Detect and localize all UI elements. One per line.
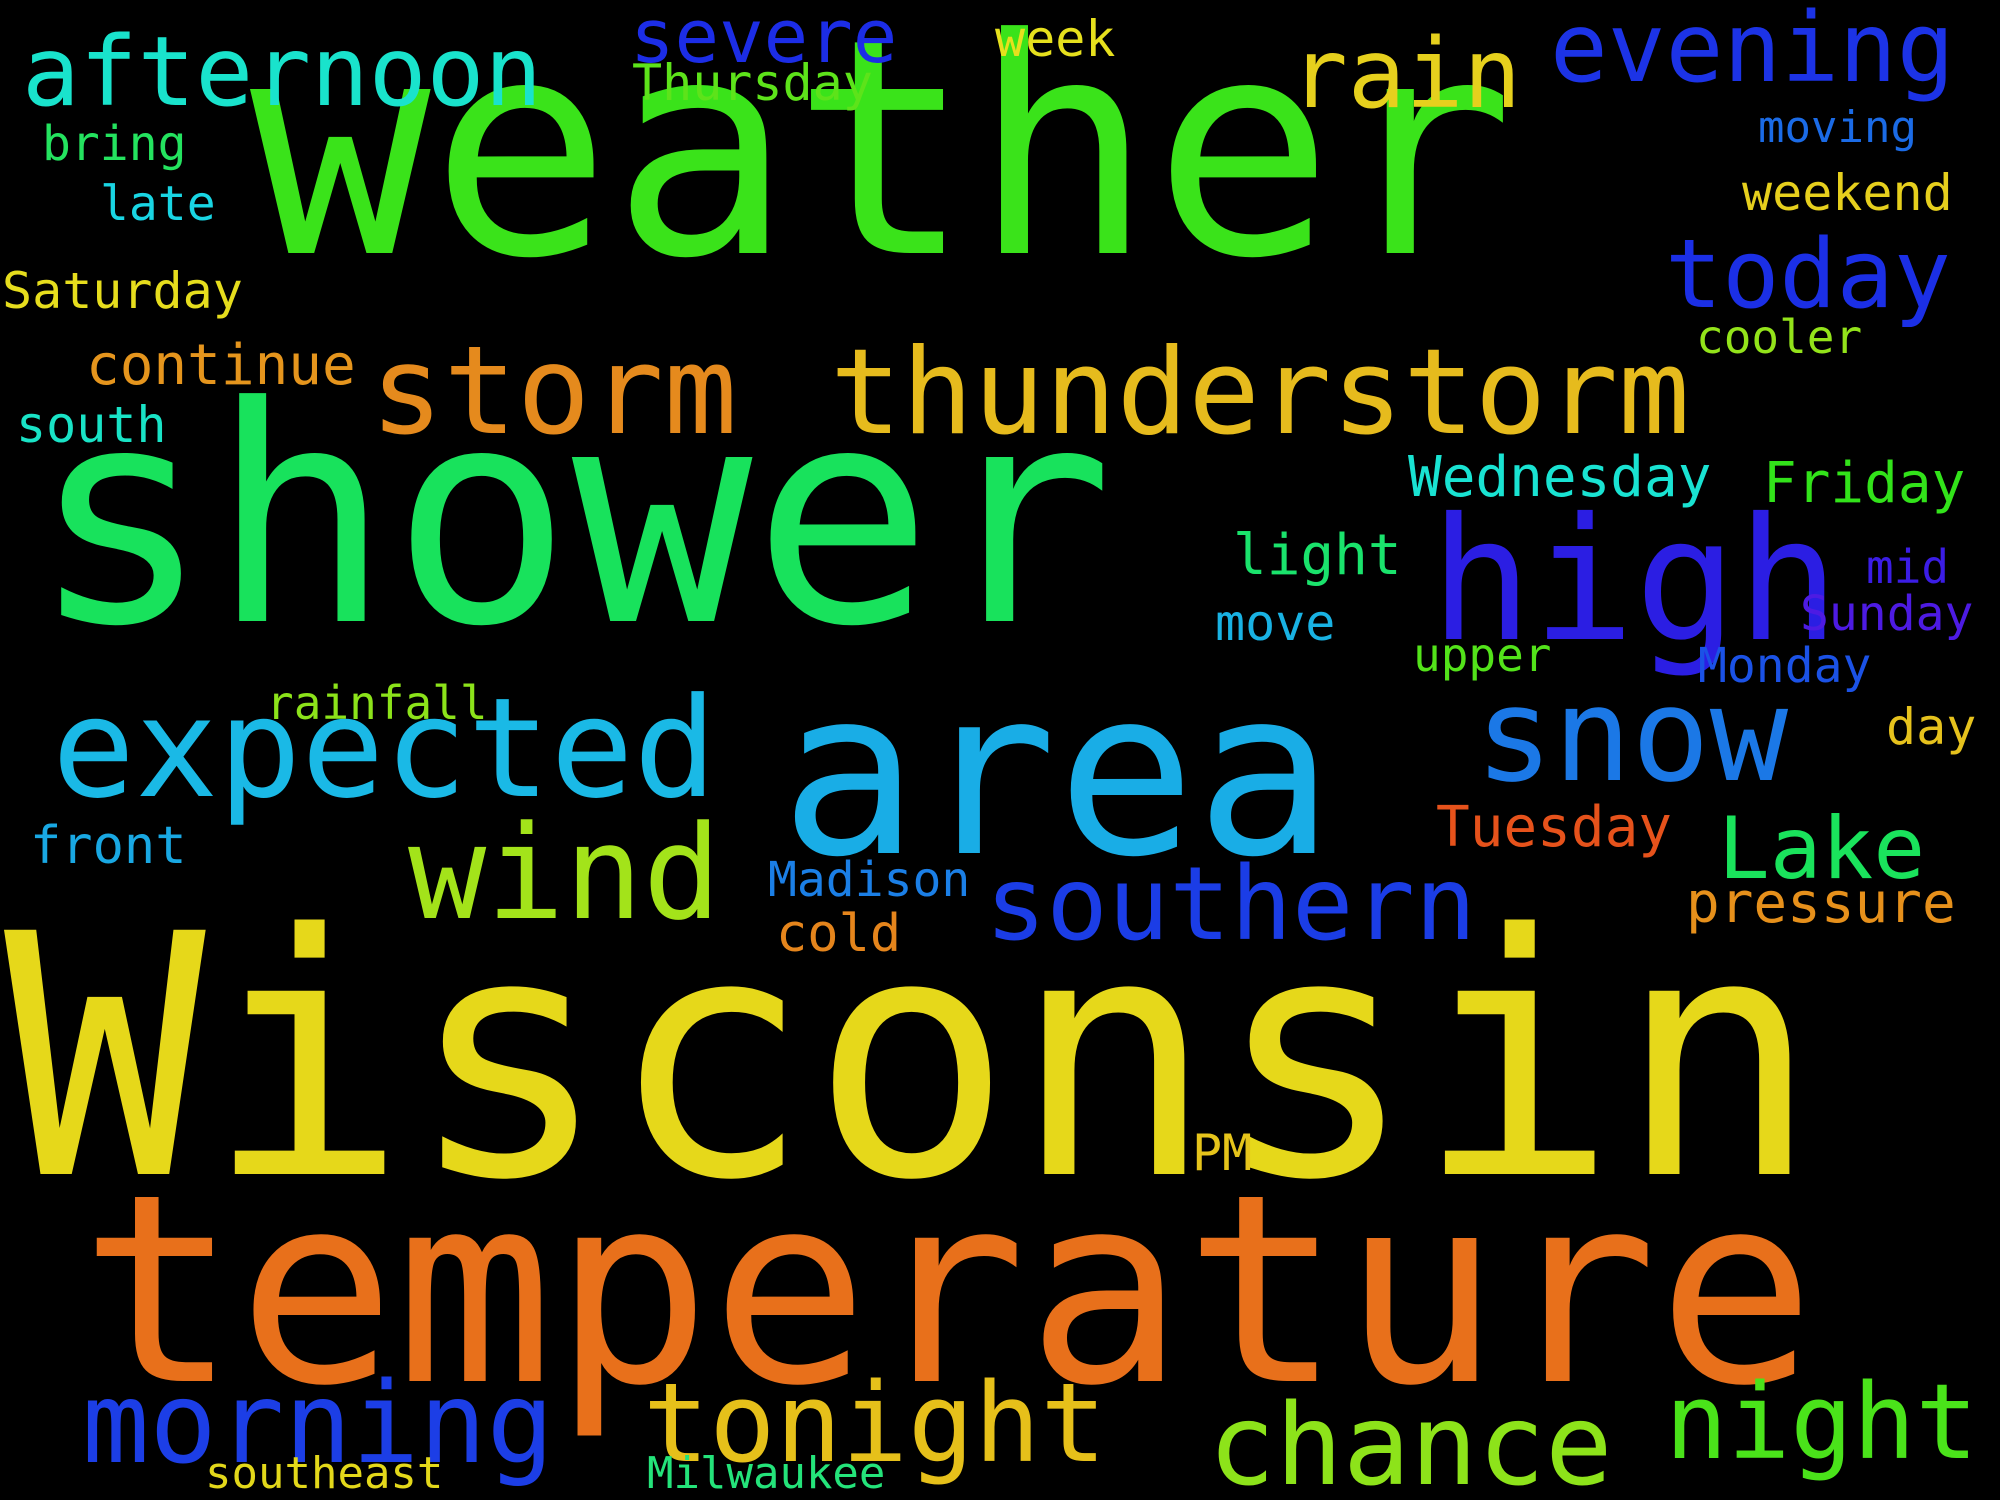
- word-weekend: weekend: [1742, 164, 1953, 222]
- word-sunday: Sunday: [1800, 586, 1974, 642]
- word-front: front: [30, 816, 187, 876]
- word-week: week: [995, 10, 1116, 68]
- word-severe: severe: [630, 0, 898, 80]
- word-friday: Friday: [1763, 451, 1966, 516]
- word-bring: bring: [42, 116, 187, 172]
- word-expected: expected: [52, 668, 717, 829]
- word-move: move: [1215, 594, 1336, 652]
- word-wisconsin: Wisconsin: [4, 864, 1820, 1254]
- word-morning: morning: [82, 1359, 555, 1489]
- word-day: day: [1886, 698, 1977, 756]
- word-wind: wind: [408, 797, 722, 949]
- word-shower: shower: [30, 343, 1114, 692]
- word-thunderstorm: thunderstorm: [830, 324, 1690, 462]
- word-upper: upper: [1413, 628, 1552, 682]
- word-afternoon: afternoon: [22, 16, 543, 128]
- word-chance: chance: [1208, 1381, 1613, 1500]
- word-continue: continue: [86, 333, 356, 398]
- word-lake: Lake: [1718, 799, 1926, 899]
- word-late: late: [100, 176, 216, 232]
- word-snow: snow: [1475, 659, 1789, 811]
- word-light: light: [1233, 523, 1402, 588]
- word-night: night: [1665, 1361, 1979, 1483]
- word-cooler: cooler: [1696, 310, 1863, 364]
- word-area: area: [780, 641, 1334, 908]
- word-madison: Madison: [768, 852, 971, 908]
- word-saturday: Saturday: [2, 262, 243, 320]
- word-south: south: [16, 396, 167, 454]
- word-thursday: Thursday: [632, 54, 873, 112]
- word-pm: PM: [1192, 1124, 1253, 1182]
- word-storm: storm: [370, 320, 738, 462]
- word-evening: evening: [1550, 0, 1955, 104]
- word-moving: moving: [1758, 102, 1917, 153]
- word-cold: cold: [776, 904, 902, 964]
- word-tonight: tonight: [643, 1359, 1107, 1487]
- word-temperature: temperature: [80, 1138, 1816, 1443]
- word-pressure: pressure: [1686, 871, 1956, 936]
- word-high: high: [1430, 482, 1840, 680]
- word-rain: rain: [1290, 18, 1522, 130]
- word-rainfall: rainfall: [266, 676, 488, 730]
- word-southeast: southeast: [205, 1448, 444, 1499]
- word-milwaukee: Milwaukee: [647, 1448, 886, 1499]
- word-tuesday: Tuesday: [1436, 795, 1673, 860]
- word-today: today: [1665, 220, 1951, 330]
- word-southern: southern: [985, 845, 1477, 964]
- word-weather: weather: [250, 0, 1515, 324]
- word-wednesday: Wednesday: [1408, 445, 1712, 510]
- word-monday: Monday: [1698, 638, 1872, 694]
- word-mid: mid: [1866, 540, 1950, 594]
